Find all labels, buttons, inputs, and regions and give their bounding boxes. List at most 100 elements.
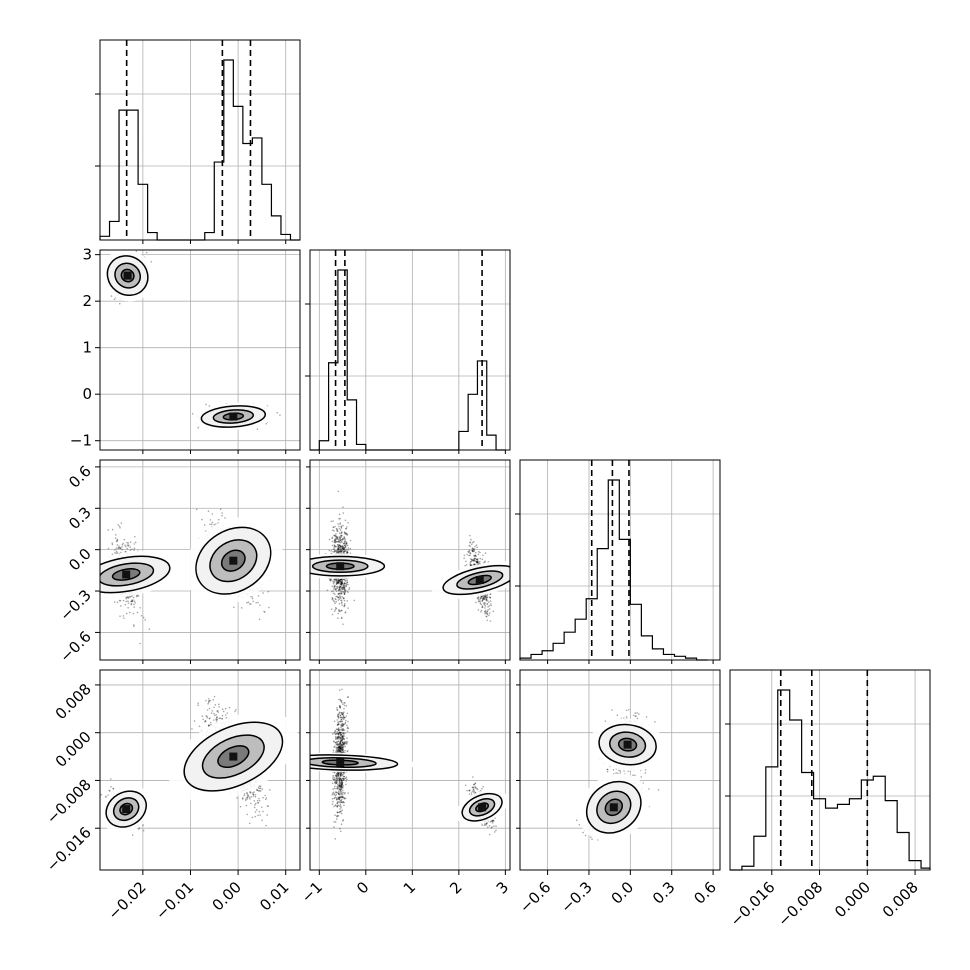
sample-point bbox=[120, 605, 122, 607]
histogram-step bbox=[520, 480, 708, 660]
sample-point bbox=[129, 546, 131, 548]
sample-point bbox=[119, 527, 121, 529]
sample-point bbox=[211, 710, 213, 712]
sample-point bbox=[344, 593, 346, 595]
sample-point bbox=[345, 520, 347, 522]
sample-point bbox=[347, 545, 349, 547]
sample-point bbox=[233, 606, 235, 608]
sample-point bbox=[260, 787, 262, 789]
sample-point bbox=[118, 547, 120, 549]
sample-point bbox=[341, 588, 343, 590]
scatter-panel-0-1 bbox=[91, 239, 300, 450]
sample-point bbox=[340, 549, 342, 551]
sample-point bbox=[346, 600, 348, 602]
sample-point bbox=[217, 710, 219, 712]
sample-point bbox=[338, 518, 340, 520]
sample-point bbox=[123, 600, 125, 602]
sample-point bbox=[218, 706, 220, 708]
sample-point bbox=[344, 591, 346, 593]
sample-point bbox=[334, 581, 336, 583]
sample-point bbox=[256, 809, 258, 811]
sample-point bbox=[342, 506, 344, 508]
sample-point bbox=[114, 549, 116, 551]
sample-point bbox=[259, 814, 261, 816]
sample-point bbox=[131, 549, 133, 551]
sample-point bbox=[265, 423, 267, 425]
sample-point bbox=[346, 526, 348, 528]
sample-point bbox=[205, 715, 207, 717]
sample-point bbox=[216, 717, 218, 719]
density-peak bbox=[122, 805, 130, 813]
sample-point bbox=[334, 610, 336, 612]
histogram-step bbox=[730, 690, 930, 870]
density-peak bbox=[122, 570, 130, 578]
sample-point bbox=[255, 796, 257, 798]
sample-point bbox=[125, 551, 127, 553]
sample-point bbox=[105, 796, 107, 798]
sample-point bbox=[114, 552, 116, 554]
sample-point bbox=[266, 814, 268, 816]
sample-point bbox=[133, 613, 135, 615]
panel-frame bbox=[100, 40, 300, 240]
sample-point bbox=[344, 612, 346, 614]
sample-point bbox=[129, 612, 131, 614]
sample-point bbox=[149, 628, 151, 630]
sample-point bbox=[263, 611, 265, 613]
sample-point bbox=[258, 802, 260, 804]
sample-point bbox=[128, 602, 130, 604]
density-peak bbox=[229, 753, 237, 761]
sample-point bbox=[258, 790, 260, 792]
sample-point bbox=[110, 778, 112, 780]
sample-point bbox=[120, 600, 122, 602]
sample-point bbox=[348, 549, 350, 551]
sample-point bbox=[262, 811, 264, 813]
sample-point bbox=[235, 709, 237, 711]
sample-point bbox=[338, 597, 340, 599]
sample-point bbox=[234, 711, 236, 713]
sample-point bbox=[348, 547, 350, 549]
scatter-panel-1-2 bbox=[282, 460, 531, 660]
sample-point bbox=[122, 543, 124, 545]
panel-content bbox=[91, 239, 300, 450]
panel-content bbox=[91, 670, 312, 870]
sample-point bbox=[221, 512, 223, 514]
sample-point bbox=[225, 714, 227, 716]
sample-point bbox=[216, 720, 218, 722]
sample-point bbox=[196, 509, 198, 511]
sample-point bbox=[337, 613, 339, 615]
sample-point bbox=[213, 524, 215, 526]
sample-point bbox=[344, 600, 346, 602]
sample-point bbox=[342, 623, 344, 625]
sample-point bbox=[202, 715, 204, 717]
sample-point bbox=[209, 708, 211, 710]
sample-point bbox=[340, 551, 342, 553]
sample-point bbox=[268, 591, 270, 593]
sample-point bbox=[192, 413, 194, 415]
sample-point bbox=[261, 820, 263, 822]
sample-point bbox=[213, 713, 215, 715]
sample-point bbox=[201, 519, 203, 521]
sample-point bbox=[221, 515, 223, 517]
panel-frame bbox=[730, 670, 930, 870]
sample-point bbox=[124, 544, 126, 546]
hist-panel-0 bbox=[95, 40, 300, 240]
sample-point bbox=[121, 522, 123, 524]
sample-point bbox=[340, 599, 342, 601]
sample-point bbox=[276, 412, 278, 414]
sample-point bbox=[260, 790, 262, 792]
sample-point bbox=[341, 610, 343, 612]
sample-point bbox=[350, 540, 352, 542]
density-peak bbox=[229, 557, 237, 565]
sample-point bbox=[197, 702, 199, 704]
sample-point bbox=[342, 591, 344, 593]
sample-point bbox=[202, 719, 204, 721]
sample-point bbox=[346, 584, 348, 586]
sample-point bbox=[259, 619, 261, 621]
sample-point bbox=[347, 522, 349, 524]
sample-point bbox=[341, 604, 343, 606]
sample-point bbox=[243, 795, 245, 797]
sample-point bbox=[222, 708, 224, 710]
sample-point bbox=[208, 510, 210, 512]
sample-point bbox=[266, 797, 268, 799]
sample-point bbox=[347, 581, 349, 583]
